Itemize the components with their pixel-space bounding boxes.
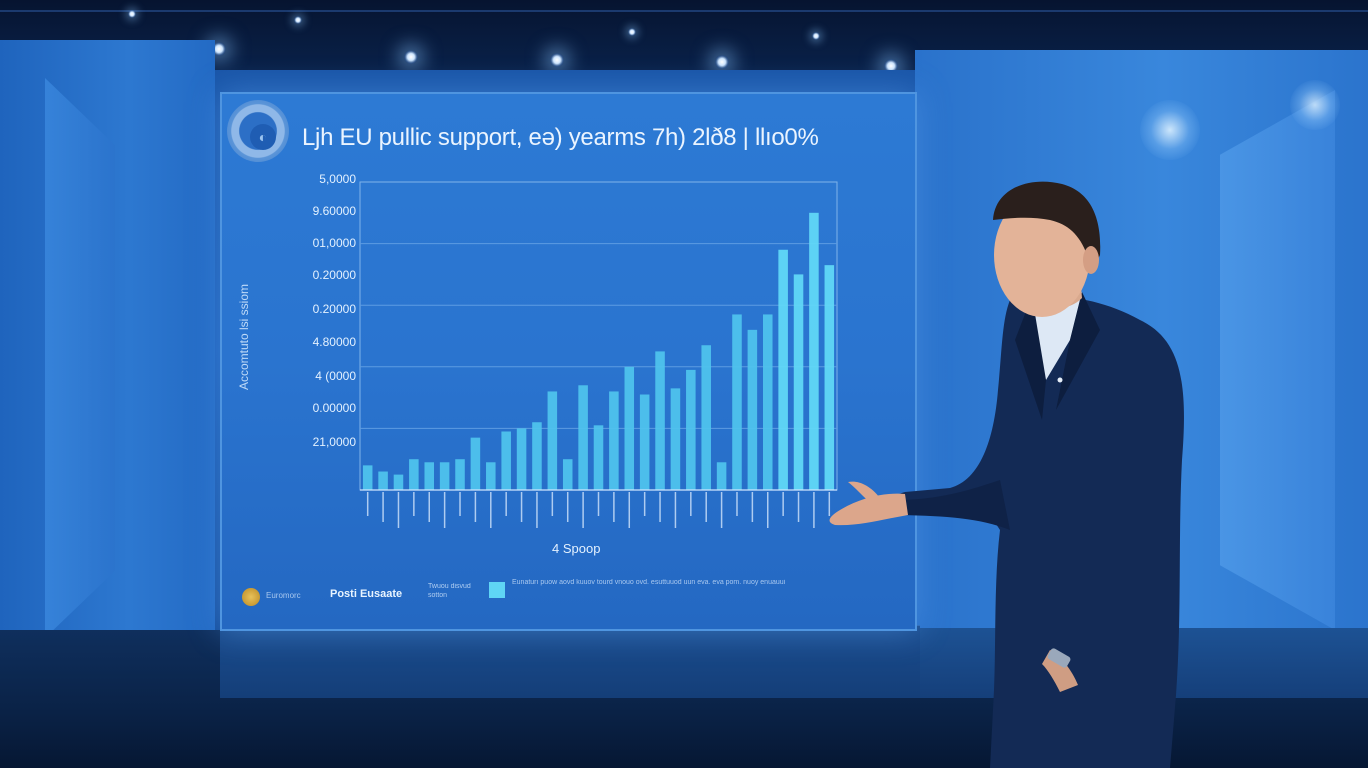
y-tick-label: 0.20000 — [312, 268, 356, 282]
x-axis-title: 4 Spoop — [552, 541, 601, 556]
logo-icon: ◐ — [250, 124, 276, 150]
chart-bar — [624, 366, 635, 490]
chart-bar — [378, 471, 388, 490]
presenter — [829, 181, 1184, 768]
chart-bar — [655, 351, 665, 490]
y-tick-label: 0.00000 — [312, 401, 356, 415]
ceiling-spotlight — [715, 55, 729, 69]
presenter-hair — [993, 181, 1101, 272]
right-wall-inset — [1220, 90, 1335, 630]
chart-bar — [439, 462, 450, 490]
presenter-hand — [1042, 650, 1078, 692]
chart-bar — [455, 459, 465, 490]
chart-bar — [578, 385, 588, 490]
chart-bar — [501, 431, 511, 490]
chart-bar — [732, 314, 742, 490]
chart-bar — [747, 329, 758, 490]
presenter-suit — [892, 296, 1184, 768]
chart-bar — [824, 265, 835, 490]
y-tick-label: 4 (0000 — [315, 369, 356, 383]
left-wall-inset — [45, 78, 115, 638]
lighting-truss — [0, 10, 1368, 12]
footer-note: Twuou disvud sotton — [428, 583, 471, 599]
footer-logo-caption: Euromorc — [266, 591, 301, 600]
chart-bar — [793, 274, 804, 490]
ceiling-spotlight — [212, 42, 226, 56]
chart-bar — [409, 459, 419, 490]
ceiling-spotlight — [884, 59, 898, 73]
chart-bar — [639, 394, 650, 490]
footer-legend-text: Eunaturı puow aovd kuuov tourd vnouo ovd… — [512, 579, 786, 586]
chart-title: Ljh EU pullic support, eə) yearms 7h) 2l… — [302, 124, 819, 151]
footer-logo — [242, 588, 260, 606]
ceiling-spotlight — [628, 28, 636, 36]
ceiling-spotlight — [550, 53, 564, 67]
y-tick-label: 0.20000 — [312, 302, 356, 316]
presenter-sleeve — [902, 480, 1010, 530]
presenter-lapel — [1056, 292, 1100, 410]
chart-bar — [562, 459, 573, 490]
bar-chart — [359, 181, 838, 528]
presentation-screen: ◐ Ljh EU pullic support, eə) yearms 7h) … — [220, 92, 917, 631]
chart-bar — [532, 422, 542, 490]
chart-bar — [470, 437, 481, 490]
chart-bar — [547, 391, 558, 490]
presenter-thumb — [848, 481, 880, 502]
wristwatch — [1047, 648, 1071, 668]
ceiling-spotlight — [294, 16, 302, 24]
wall-light — [1140, 100, 1200, 160]
chart-bar — [516, 428, 527, 490]
chart-bar — [593, 425, 604, 490]
chart-bar — [778, 249, 788, 490]
chart-bar — [762, 314, 773, 490]
chart-bar — [362, 465, 373, 490]
y-tick-label: 21,0000 — [312, 435, 356, 449]
presenter-ear — [1083, 246, 1099, 274]
y-tick-label: 5,0000 — [319, 172, 356, 186]
chart-bar — [393, 474, 404, 490]
chart-bar — [809, 212, 819, 491]
presenter-lapel — [1015, 296, 1046, 420]
chart-bar — [701, 345, 711, 490]
wall-light — [1290, 80, 1340, 130]
legend-swatch — [489, 582, 505, 598]
ceiling-spotlight — [404, 50, 418, 64]
ceiling-spotlight — [128, 10, 136, 18]
chart-bar — [486, 462, 496, 490]
y-tick-label: 4.80000 — [312, 335, 356, 349]
chart-bar — [609, 391, 619, 490]
lapel-pin — [1057, 377, 1063, 383]
y-tick-label: 01,0000 — [312, 236, 356, 250]
chart-bar — [686, 369, 696, 490]
chart-bar — [424, 462, 435, 490]
eu-logo: ◐ — [227, 100, 289, 162]
chart-bar — [670, 388, 681, 490]
footer-source: Posti Eusaate — [330, 588, 403, 600]
ceiling-spotlight — [812, 32, 820, 40]
presenter-hand — [829, 493, 908, 526]
chart-bar — [716, 462, 727, 490]
y-tick-label: 9.60000 — [312, 204, 356, 218]
